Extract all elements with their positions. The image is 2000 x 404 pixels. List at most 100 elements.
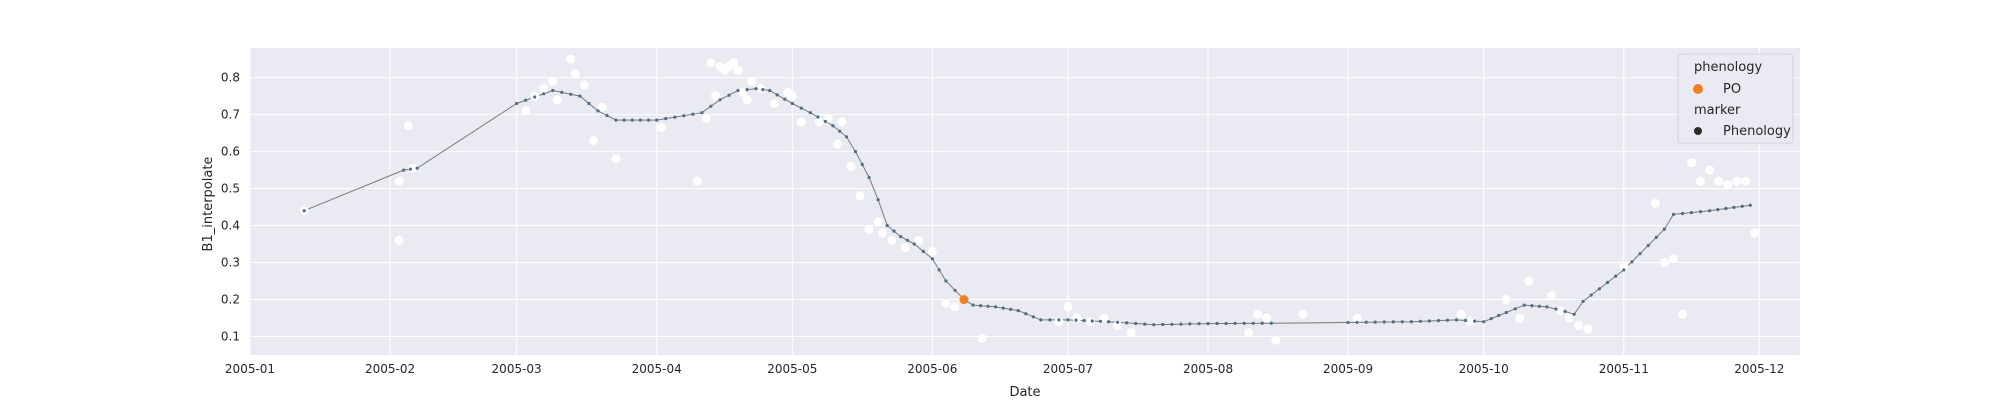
raw-data-point	[864, 224, 874, 234]
interpolated-marker	[994, 305, 998, 309]
raw-data-point	[1298, 309, 1308, 319]
raw-data-point	[900, 243, 910, 253]
interpolated-marker	[1179, 322, 1183, 326]
x-tick-label: 2005-10	[1459, 362, 1509, 376]
interpolated-marker	[1418, 319, 1422, 323]
raw-data-point	[1113, 320, 1123, 330]
raw-data-point	[548, 76, 558, 86]
interpolated-marker	[1638, 252, 1642, 256]
interpolated-marker	[838, 129, 842, 133]
raw-data-point	[394, 235, 404, 245]
y-tick-label: 0.2	[221, 293, 240, 307]
interpolated-marker	[768, 88, 772, 93]
raw-data-point	[1456, 309, 1466, 319]
interpolated-marker	[1482, 320, 1486, 324]
interpolated-marker	[1048, 318, 1052, 322]
raw-data-point	[977, 333, 987, 343]
interpolated-marker	[1134, 321, 1138, 326]
interpolated-marker	[647, 118, 651, 122]
x-tick-label: 2005-12	[1734, 362, 1784, 376]
interpolated-marker	[638, 118, 643, 122]
raw-data-point	[1515, 313, 1525, 323]
interpolated-marker	[1364, 320, 1368, 324]
interpolated-marker	[542, 92, 546, 96]
y-tick-label: 0.7	[221, 108, 240, 122]
interpolated-marker	[1090, 319, 1094, 323]
interpolated-marker	[816, 115, 820, 119]
raw-data-point	[837, 117, 847, 127]
interpolated-marker	[302, 209, 306, 213]
interpolated-marker	[853, 150, 858, 154]
raw-data-point	[403, 121, 413, 131]
interpolated-marker	[655, 118, 659, 122]
interpolated-marker	[1016, 309, 1020, 313]
interpolated-marker	[1031, 315, 1035, 319]
raw-data-point	[539, 84, 549, 94]
interpolated-marker	[1597, 287, 1601, 291]
raw-data-point	[747, 76, 757, 86]
interpolated-marker	[1497, 313, 1501, 318]
raw-data-point	[1574, 320, 1584, 330]
interpolated-marker	[587, 101, 591, 106]
interpolated-marker	[718, 98, 722, 102]
interpolated-marker	[1269, 321, 1273, 325]
interpolated-marker	[1391, 320, 1395, 324]
raw-data-point	[1650, 198, 1660, 208]
raw-data-point	[1253, 309, 1263, 319]
raw-data-point	[1583, 324, 1593, 334]
raw-data-point	[1352, 313, 1362, 323]
raw-data-point	[878, 228, 888, 238]
raw-data-point	[597, 102, 607, 112]
interpolated-marker	[1346, 320, 1350, 325]
interpolated-marker	[1724, 206, 1728, 211]
raw-data-point	[1723, 180, 1733, 190]
x-tick-label: 2005-08	[1183, 362, 1233, 376]
raw-data-point	[769, 98, 779, 108]
interpolated-marker	[1740, 204, 1744, 208]
raw-data-point	[1741, 176, 1751, 186]
interpolated-marker	[1098, 319, 1103, 323]
legend: phenology PO marker Phenology	[1677, 53, 1794, 144]
interpolated-marker	[664, 117, 668, 121]
interpolated-marker	[1242, 321, 1246, 325]
legend-box	[1677, 53, 1794, 144]
interpolated-marker	[1530, 304, 1534, 308]
raw-data-point	[738, 87, 748, 97]
raw-data-point	[1501, 295, 1511, 305]
interpolated-marker	[630, 118, 634, 122]
x-tick-label: 2005-01	[225, 362, 275, 376]
interpolated-marker	[1654, 235, 1658, 239]
raw-data-point	[1732, 176, 1742, 186]
raw-data-point	[1271, 335, 1281, 345]
interpolated-marker	[867, 175, 871, 180]
interpolated-marker	[775, 93, 779, 97]
y-tick-label: 0.3	[221, 256, 240, 270]
raw-data-point	[1750, 228, 1760, 238]
interpolated-marker	[1614, 274, 1618, 278]
interpolated-marker	[1001, 306, 1005, 310]
interpolated-marker	[1260, 321, 1264, 325]
interpolated-marker	[944, 279, 948, 283]
raw-data-point	[1687, 158, 1697, 168]
interpolated-marker	[1057, 318, 1061, 322]
interpolated-marker	[937, 268, 941, 272]
interpolated-marker	[1455, 318, 1459, 322]
interpolated-marker	[1572, 312, 1576, 316]
interpolated-marker	[1680, 211, 1685, 216]
x-tick-label: 2005-02	[365, 362, 415, 376]
interpolated-markers-layer	[302, 87, 1752, 327]
interpolated-marker	[402, 168, 406, 172]
interpolated-marker	[1251, 321, 1255, 325]
phenology-points-layer	[959, 295, 969, 305]
raw-data-point	[1659, 258, 1669, 268]
interpolated-marker	[783, 97, 787, 101]
raw-data-point	[1086, 317, 1096, 327]
interpolated-marker	[533, 95, 537, 99]
plot-background	[250, 48, 1800, 355]
interpolated-marker	[899, 235, 903, 239]
interpolated-marker	[1215, 321, 1219, 326]
x-tick-label: 2005-05	[767, 362, 817, 376]
raw-data-point	[733, 65, 743, 75]
raw-data-point	[588, 135, 598, 145]
